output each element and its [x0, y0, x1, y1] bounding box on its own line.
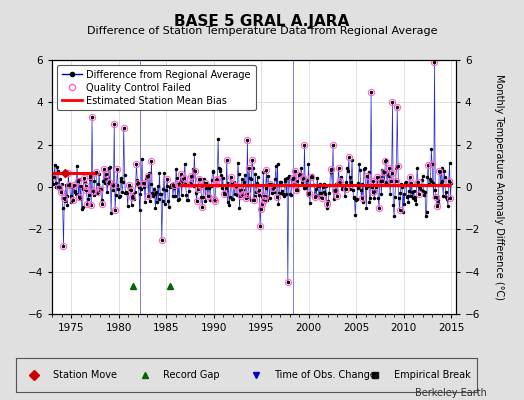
Text: Difference of Station Temperature Data from Regional Average: Difference of Station Temperature Data f… [87, 26, 437, 36]
Text: Empirical Break: Empirical Break [394, 370, 471, 380]
Legend: Difference from Regional Average, Quality Control Failed, Estimated Station Mean: Difference from Regional Average, Qualit… [57, 65, 256, 110]
Y-axis label: Monthly Temperature Anomaly Difference (°C): Monthly Temperature Anomaly Difference (… [494, 74, 504, 300]
Text: Time of Obs. Change: Time of Obs. Change [274, 370, 376, 380]
Text: Record Gap: Record Gap [163, 370, 220, 380]
Text: Station Move: Station Move [52, 370, 117, 380]
Text: Berkeley Earth: Berkeley Earth [416, 388, 487, 398]
Text: BASE 5 GRAL A.JARA: BASE 5 GRAL A.JARA [174, 14, 350, 29]
